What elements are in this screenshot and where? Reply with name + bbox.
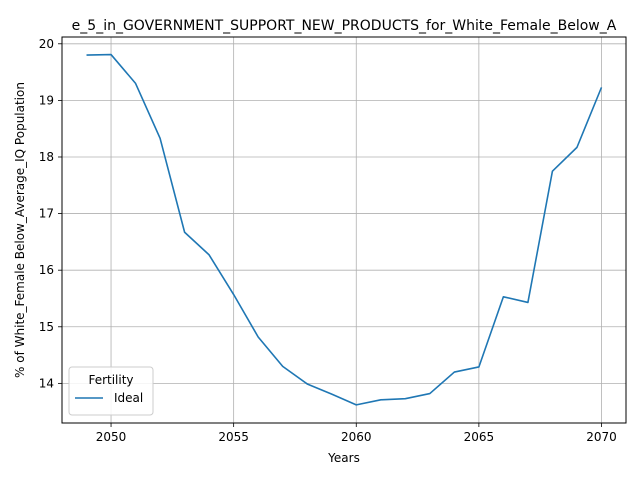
y-tick-label: 15 bbox=[39, 320, 54, 334]
y-tick-label: 14 bbox=[39, 376, 54, 390]
legend-entry: Ideal bbox=[114, 391, 143, 405]
legend-box bbox=[68, 366, 154, 416]
y-tick-label: 19 bbox=[39, 93, 54, 107]
y-axis-label: % of White_Female Below_Average_IQ Popul… bbox=[13, 82, 27, 378]
chart-title: e_5_in_GOVERNMENT_SUPPORT_NEW_PRODUCTS_f… bbox=[72, 18, 617, 34]
x-tick-label: 2060 bbox=[341, 430, 372, 444]
series-layer bbox=[86, 53, 603, 406]
x-axis-label: Years bbox=[327, 451, 360, 465]
y-tick-label: 17 bbox=[39, 207, 54, 221]
legend-title: Fertility bbox=[88, 373, 133, 387]
x-tick-label: 2065 bbox=[464, 430, 495, 444]
plot-frame bbox=[61, 36, 627, 424]
grid-lines bbox=[62, 37, 626, 423]
y-tick-label: 16 bbox=[39, 263, 54, 277]
series-line-ideal bbox=[86, 53, 603, 406]
y-tick-label: 18 bbox=[39, 150, 54, 164]
x-axis: 2050 2055 2060 2065 2070 bbox=[96, 423, 617, 444]
x-tick-label: 2055 bbox=[218, 430, 249, 444]
legend: Fertility Ideal bbox=[68, 366, 154, 416]
y-axis: 14 15 16 17 18 19 20 bbox=[39, 37, 62, 390]
y-tick-label: 20 bbox=[39, 37, 54, 51]
x-tick-label: 2050 bbox=[96, 430, 127, 444]
x-tick-label: 2070 bbox=[586, 430, 617, 444]
